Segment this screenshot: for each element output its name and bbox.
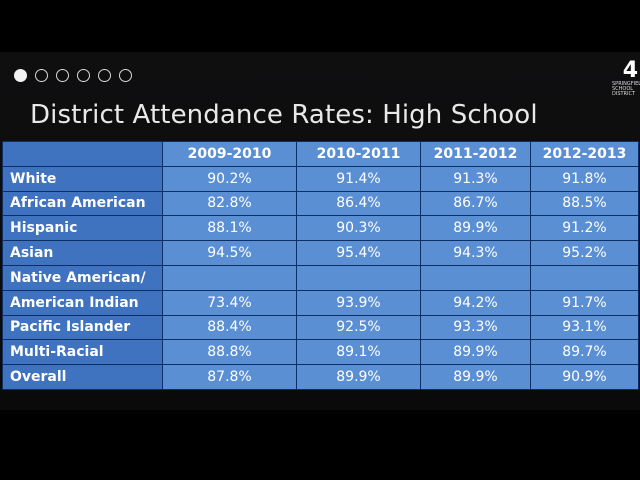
- rate-cell: 86.7%: [420, 190, 531, 217]
- row-label: Pacific Islander: [2, 314, 163, 341]
- table-row: Hispanic 88.1% 90.3% 89.9% 91.2%: [2, 215, 639, 242]
- rate-cell: 89.9%: [420, 339, 531, 366]
- rate-cell: 94.2%: [420, 289, 531, 316]
- slide-title: District Attendance Rates: High School: [30, 100, 538, 130]
- row-label: African American: [2, 190, 163, 217]
- rate-cell: 90.2%: [162, 165, 297, 192]
- row-label: Asian: [2, 240, 163, 266]
- row-label: White: [2, 165, 163, 192]
- row-label: Hispanic: [2, 215, 163, 242]
- rate-cell: 93.9%: [296, 289, 421, 316]
- rate-cell: 88.1%: [162, 215, 297, 242]
- progress-dot-2[interactable]: [35, 69, 48, 82]
- rate-cell: 90.9%: [530, 364, 639, 390]
- rate-cell: 88.5%: [530, 190, 639, 217]
- table-row: Native American/: [2, 264, 639, 291]
- table-row: Asian 94.5% 95.4% 94.3% 95.2%: [2, 240, 639, 266]
- rate-cell: 94.5%: [162, 240, 297, 266]
- rate-cell: 90.3%: [296, 215, 421, 242]
- table-row: Multi-Racial 88.8% 89.1% 89.9% 89.7%: [2, 339, 639, 366]
- rate-cell: 95.2%: [530, 240, 639, 266]
- rate-cell: 86.4%: [296, 190, 421, 217]
- header-corner: [2, 141, 163, 167]
- logo-line-3: DISTRICT: [612, 91, 636, 97]
- row-label: Native American/: [2, 264, 163, 291]
- rate-cell: 91.3%: [420, 165, 531, 192]
- rate-cell: 89.7%: [530, 339, 639, 366]
- rate-cell: 82.8%: [162, 190, 297, 217]
- rate-cell: 91.2%: [530, 215, 639, 242]
- header-year: 2010-2011: [296, 141, 421, 167]
- rate-cell: 88.4%: [162, 314, 297, 341]
- rate-cell: 91.4%: [296, 165, 421, 192]
- table-row: Overall 87.8% 89.9% 89.9% 90.9%: [2, 364, 639, 390]
- rate-cell: 87.8%: [162, 364, 297, 390]
- progress-dot-6[interactable]: [119, 69, 132, 82]
- row-label: American Indian: [2, 289, 163, 316]
- row-label: Multi-Racial: [2, 339, 163, 366]
- progress-dot-4[interactable]: [77, 69, 90, 82]
- rate-cell: 91.8%: [530, 165, 639, 192]
- logo-number: 4: [622, 58, 638, 83]
- rate-cell: [296, 264, 421, 291]
- header-year: 2011-2012: [420, 141, 531, 167]
- logo-line-1: SPRINGFIELD: [612, 81, 640, 87]
- progress-dot-1[interactable]: [14, 69, 27, 82]
- rate-cell: [530, 264, 639, 291]
- header-year: 2009-2010: [162, 141, 297, 167]
- slide-progress-dots: [14, 69, 132, 82]
- header-year: 2012-2013: [530, 141, 639, 167]
- rate-cell: 89.9%: [296, 364, 421, 390]
- row-label: Overall: [2, 364, 163, 390]
- rate-cell: [420, 264, 531, 291]
- rate-cell: 94.3%: [420, 240, 531, 266]
- rate-cell: 73.4%: [162, 289, 297, 316]
- rate-cell: 89.9%: [420, 215, 531, 242]
- rate-cell: 91.7%: [530, 289, 639, 316]
- rate-cell: 92.5%: [296, 314, 421, 341]
- rate-cell: 89.1%: [296, 339, 421, 366]
- district-logo: 4 SPRINGFIELD SCHOOL DISTRICT: [612, 58, 640, 100]
- progress-dot-5[interactable]: [98, 69, 111, 82]
- rate-cell: 93.1%: [530, 314, 639, 341]
- rate-cell: 88.8%: [162, 339, 297, 366]
- table-header-row: 2009-2010 2010-2011 2011-2012 2012-2013: [2, 141, 639, 167]
- logo-line-2: SCHOOL: [612, 86, 634, 92]
- rate-cell: 93.3%: [420, 314, 531, 341]
- attendance-table: 2009-2010 2010-2011 2011-2012 2012-2013 …: [2, 141, 639, 390]
- table-row: Pacific Islander 88.4% 92.5% 93.3% 93.1%: [2, 314, 639, 341]
- rate-cell: 89.9%: [420, 364, 531, 390]
- rate-cell: 95.4%: [296, 240, 421, 266]
- table-row: African American 82.8% 86.4% 86.7% 88.5%: [2, 190, 639, 217]
- table-row: White 90.2% 91.4% 91.3% 91.8%: [2, 165, 639, 192]
- progress-dot-3[interactable]: [56, 69, 69, 82]
- table-row: American Indian 73.4% 93.9% 94.2% 91.7%: [2, 289, 639, 316]
- rate-cell: [162, 264, 297, 291]
